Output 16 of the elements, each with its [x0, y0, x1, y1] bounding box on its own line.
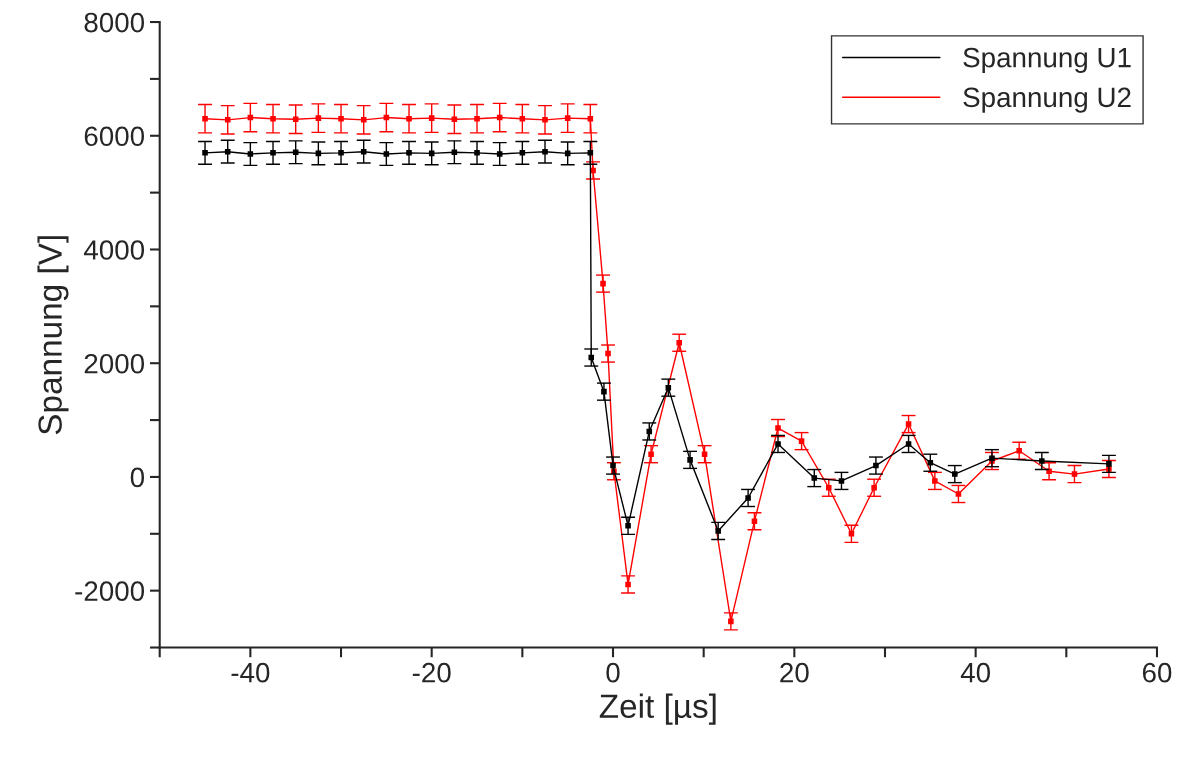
y-tick-label: 4000 — [83, 240, 145, 260]
legend-label: Spannung U2 — [963, 87, 1131, 113]
x-tick-label: 60 — [1142, 662, 1172, 683]
x-tick-label: 0 — [606, 662, 620, 683]
x-tick-label: -20 — [412, 662, 451, 683]
y-tick-label: -2000 — [75, 581, 145, 601]
y-tick-label: 2000 — [84, 353, 145, 374]
x-axis-title: Zeit [µs] — [599, 693, 716, 725]
x-tick-label: 40 — [960, 662, 991, 683]
y-axis-title: Spannung [V] — [37, 236, 69, 435]
y-tick-label: 0 — [130, 467, 145, 488]
x-tick-label: -40 — [231, 662, 270, 683]
legend-label: Spannung U1 — [963, 47, 1131, 73]
x-tick-label: 20 — [780, 662, 809, 683]
y-tick-label: 6000 — [84, 126, 145, 147]
y-tick-label: 8000 — [84, 12, 145, 33]
